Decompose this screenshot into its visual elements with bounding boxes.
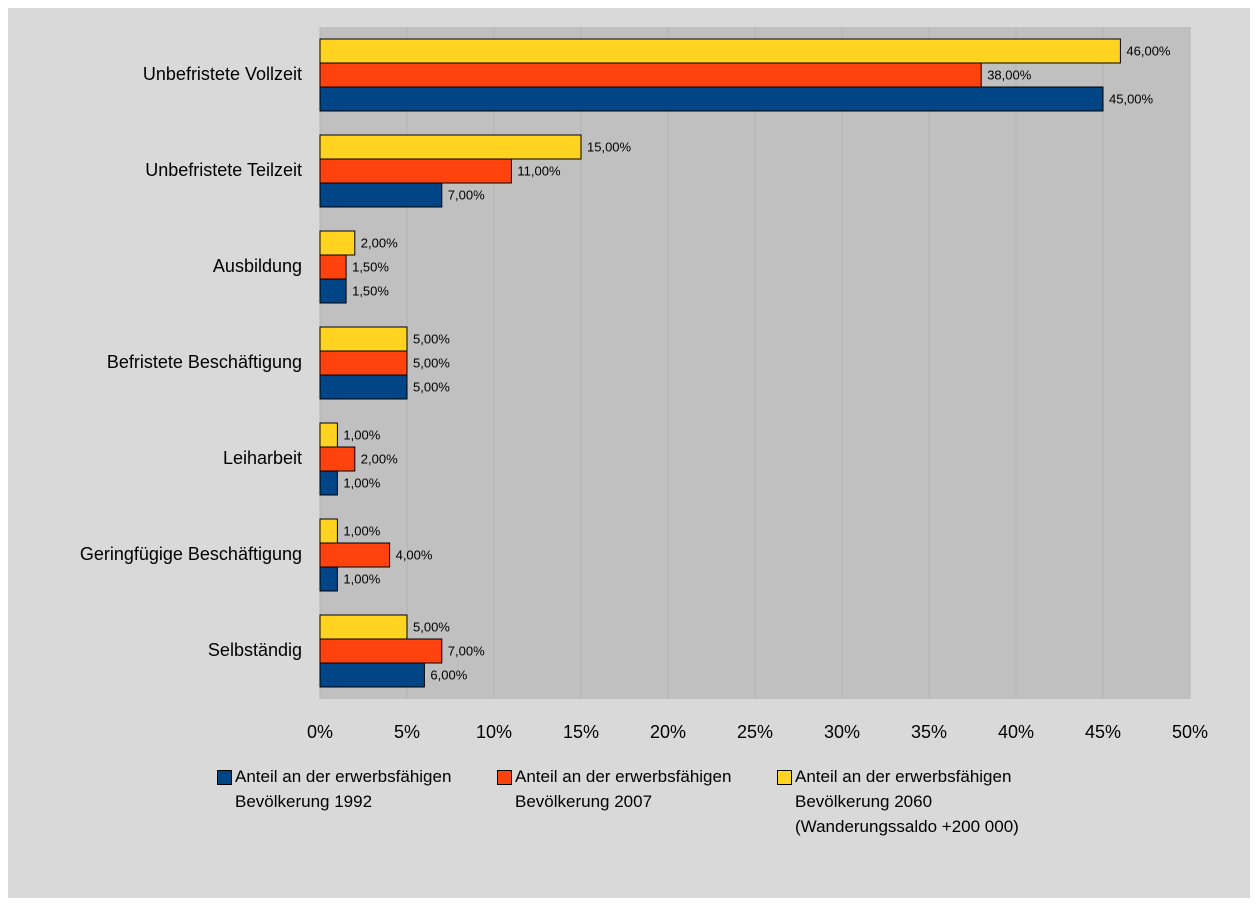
value-label: 1,50% xyxy=(352,259,389,274)
value-label: 7,00% xyxy=(448,643,485,658)
category-label: Geringfügige Beschäftigung xyxy=(80,544,302,564)
value-label: 2,00% xyxy=(361,235,398,250)
legend-swatch xyxy=(497,770,512,785)
value-label: 5,00% xyxy=(413,331,450,346)
x-tick-label: 0% xyxy=(307,722,333,742)
x-tick-label: 10% xyxy=(476,722,512,742)
bar xyxy=(319,62,982,88)
bar xyxy=(319,158,512,184)
category-label: Ausbildung xyxy=(213,256,302,276)
category-label: Befristete Beschäftigung xyxy=(107,352,302,372)
value-label: 11,00% xyxy=(517,163,561,178)
value-label: 1,50% xyxy=(352,283,389,298)
x-tick-label: 50% xyxy=(1172,722,1208,742)
value-label: 46,00% xyxy=(1126,43,1171,58)
bar xyxy=(319,86,1104,112)
category-label: Leiharbeit xyxy=(223,448,302,468)
value-label: 1,00% xyxy=(343,523,380,538)
category-label: Unbefristete Teilzeit xyxy=(145,160,302,180)
bar xyxy=(319,542,391,568)
x-tick-label: 20% xyxy=(650,722,686,742)
value-label: 1,00% xyxy=(343,571,380,586)
value-label: 2,00% xyxy=(361,451,398,466)
bar xyxy=(319,470,338,496)
value-label: 4,00% xyxy=(396,547,433,562)
x-tick-label: 5% xyxy=(394,722,420,742)
x-tick-label: 30% xyxy=(824,722,860,742)
bar xyxy=(319,518,338,544)
category-label: Unbefristete Vollzeit xyxy=(143,64,302,84)
legend-swatch xyxy=(777,770,792,785)
value-label: 45,00% xyxy=(1109,91,1154,106)
bar xyxy=(319,422,338,448)
value-label: 7,00% xyxy=(448,187,485,202)
bar xyxy=(319,254,347,280)
value-label: 5,00% xyxy=(413,619,450,634)
bar xyxy=(319,326,408,352)
bar xyxy=(319,278,347,304)
legend-swatch xyxy=(217,770,232,785)
value-label: 1,00% xyxy=(343,427,380,442)
x-tick-label: 15% xyxy=(563,722,599,742)
x-tick-label: 40% xyxy=(998,722,1034,742)
bar xyxy=(319,446,356,472)
x-tick-label: 25% xyxy=(737,722,773,742)
value-label: 38,00% xyxy=(987,67,1032,82)
value-label: 5,00% xyxy=(413,379,450,394)
bar xyxy=(319,566,338,592)
bar xyxy=(319,374,408,400)
bar xyxy=(319,350,408,376)
bar xyxy=(319,614,408,640)
value-label: 5,00% xyxy=(413,355,450,370)
bar xyxy=(319,662,425,688)
legend-label: Anteil an der erwerbsfähigen Bevölkerung… xyxy=(515,767,732,811)
value-label: 6,00% xyxy=(430,667,467,682)
bar xyxy=(319,638,443,664)
value-label: 15,00% xyxy=(587,139,632,154)
legend-label: Anteil an der erwerbsfähigen Bevölkerung… xyxy=(235,767,452,811)
bar xyxy=(319,134,582,160)
x-tick-label: 45% xyxy=(1085,722,1121,742)
bar xyxy=(319,182,443,208)
legend-label: Anteil an der erwerbsfähigen Bevölkerung… xyxy=(795,767,1019,836)
value-label: 1,00% xyxy=(343,475,380,490)
bar xyxy=(319,38,1121,64)
bar xyxy=(319,230,356,256)
x-tick-label: 35% xyxy=(911,722,947,742)
category-label: Selbständig xyxy=(208,640,302,660)
